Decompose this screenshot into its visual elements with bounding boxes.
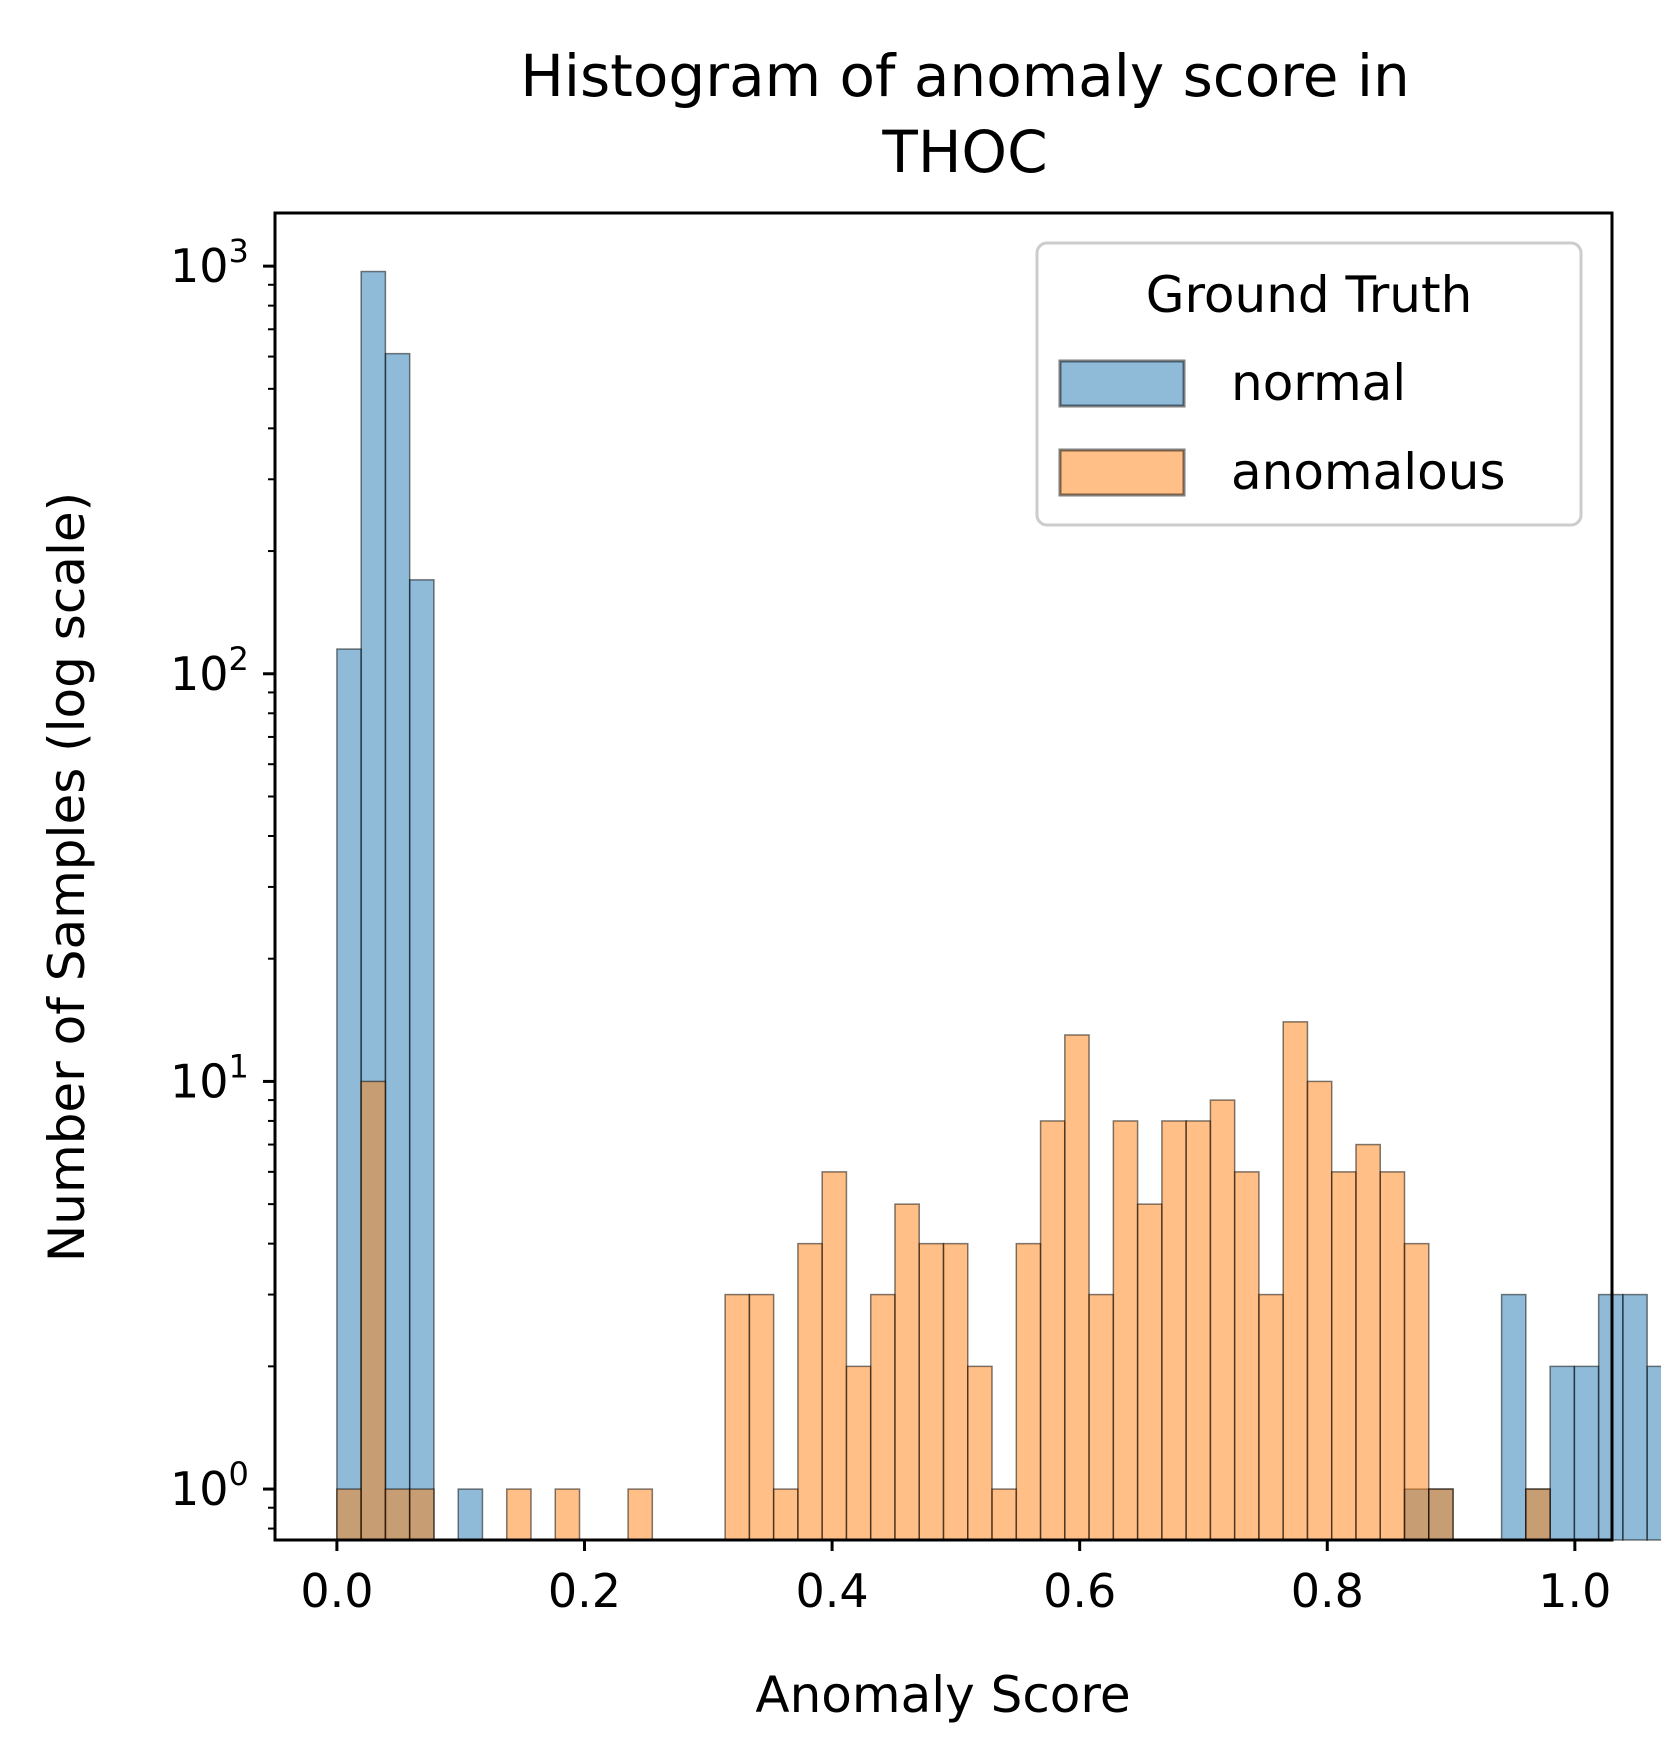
anomalous-bar [1039, 1120, 1066, 1541]
x-tick-label: 1.0 [1538, 1564, 1611, 1618]
anomalous-bar [1258, 1293, 1284, 1541]
anomalous-bar [1282, 1021, 1309, 1541]
anomalous-bar [991, 1488, 1018, 1541]
normal-bar [457, 1488, 484, 1541]
anomalous-bar [1112, 1120, 1139, 1541]
normal-bar [1549, 1365, 1576, 1541]
anomalous-bar [1379, 1171, 1406, 1541]
anomalous-bar [724, 1293, 751, 1541]
normal-bar [384, 352, 411, 1541]
anomalous-bar [967, 1365, 993, 1541]
anomalous-bar [384, 1488, 411, 1541]
anomalous-bar [627, 1488, 654, 1541]
anomalous-bar [1209, 1099, 1236, 1541]
legend-title: Ground Truth [1146, 266, 1473, 324]
y-axis-ticks: 100 101 102 103 [170, 232, 275, 1530]
anomalous-bar [1015, 1242, 1042, 1541]
anomalous-bar [1306, 1080, 1333, 1541]
plot-frame [273, 211, 1614, 1542]
anomalous-bar [797, 1242, 823, 1541]
x-tick-label: 0.6 [1043, 1564, 1116, 1618]
anomalous-bar [894, 1203, 920, 1541]
anomalous-series-bars [336, 1021, 1551, 1541]
anomalous-bar [408, 1488, 435, 1541]
x-tick-label: 0.8 [1291, 1564, 1364, 1618]
anomalous-bar [554, 1488, 581, 1541]
normal-bar [408, 579, 435, 1541]
anomalous-bar [821, 1171, 848, 1541]
anomalous-bar [1428, 1488, 1454, 1541]
y-axis-label: Number of Samples (log scale) [38, 492, 96, 1262]
anomalous-bar [942, 1242, 969, 1541]
x-tick-label: 0.4 [796, 1564, 869, 1618]
anomalous-bar [336, 1488, 362, 1541]
legend: Ground Truth normal anomalous [1035, 241, 1583, 527]
anomalous-bar [918, 1242, 945, 1541]
anomalous-bar [506, 1488, 532, 1541]
x-tick-label: 0.2 [548, 1564, 621, 1618]
normal-bar [1646, 1365, 1661, 1541]
anomalous-bar [869, 1293, 896, 1541]
y-tick-label: 102 [170, 640, 249, 701]
y-tick-label: 100 [170, 1455, 249, 1516]
y-tick-label: 101 [170, 1047, 249, 1108]
legend-label-normal: normal [1231, 354, 1406, 412]
legend-label-anomalous: anomalous [1231, 443, 1506, 501]
anomalous-bar [1403, 1242, 1430, 1541]
anomalous-bar [1330, 1171, 1357, 1541]
chart-title-line-1: Histogram of anomaly score in [520, 42, 1410, 110]
anomalous-bar [1161, 1120, 1187, 1541]
normal-bar [1500, 1293, 1527, 1541]
legend-swatch-normal [1058, 359, 1186, 408]
anomalous-bar [360, 1080, 387, 1541]
normal-bar [336, 648, 362, 1541]
anomalous-bar [1525, 1488, 1551, 1541]
anomalous-bar [1355, 1143, 1381, 1541]
anomalous-bar [772, 1488, 799, 1541]
anomalous-bar [748, 1293, 775, 1541]
normal-bar [1573, 1365, 1600, 1541]
x-axis-ticks: 0.0 0.2 0.4 0.6 0.8 1.0 [300, 1540, 1611, 1618]
y-tick-label: 103 [170, 232, 249, 293]
x-tick-label: 0.0 [300, 1564, 373, 1618]
anomalous-bar [1088, 1293, 1115, 1541]
anomalous-bar [1136, 1203, 1163, 1541]
anomalous-bar [1064, 1034, 1090, 1541]
chart-title-line-2: THOC [881, 118, 1047, 186]
anomalous-bar [845, 1365, 872, 1541]
x-axis-label: Anomaly Score [755, 1666, 1130, 1724]
anomalous-bar [1185, 1120, 1212, 1541]
normal-bar [1622, 1293, 1648, 1541]
anomalous-bar [1233, 1171, 1260, 1541]
legend-swatch-anomalous [1058, 448, 1186, 497]
